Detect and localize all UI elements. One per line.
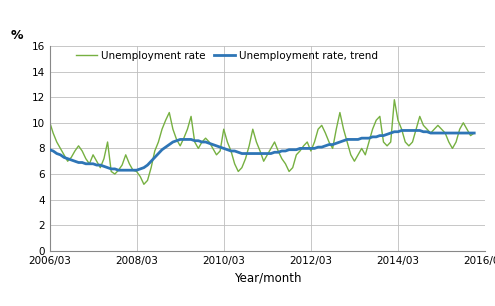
Unemployment rate [377,114,383,118]
Text: %: % [10,29,23,42]
Legend: Unemployment rate, Unemployment rate, trend: Unemployment rate, Unemployment rate, tr… [77,51,378,61]
Unemployment rate, trend [384,132,390,136]
Unemployment rate, trend [471,131,477,135]
Unemployment rate, trend [398,129,404,132]
Unemployment rate [344,140,350,144]
Unemployment rate [134,170,140,173]
Unemployment rate [471,131,477,135]
X-axis label: Year/month: Year/month [234,271,301,284]
Unemployment rate, trend [47,148,52,151]
Line: Unemployment rate: Unemployment rate [50,100,474,184]
Unemployment rate, trend [94,163,99,167]
Unemployment rate [47,120,52,123]
Unemployment rate [94,159,99,163]
Unemployment rate [384,144,390,148]
Unemployment rate, trend [137,167,143,171]
Line: Unemployment rate, trend: Unemployment rate, trend [50,130,474,170]
Unemployment rate, trend [344,138,350,141]
Unemployment rate, trend [196,139,201,143]
Unemployment rate [196,147,201,150]
Unemployment rate, trend [377,134,383,137]
Unemployment rate [392,98,397,102]
Unemployment rate, trend [115,168,121,172]
Unemployment rate [141,182,147,186]
